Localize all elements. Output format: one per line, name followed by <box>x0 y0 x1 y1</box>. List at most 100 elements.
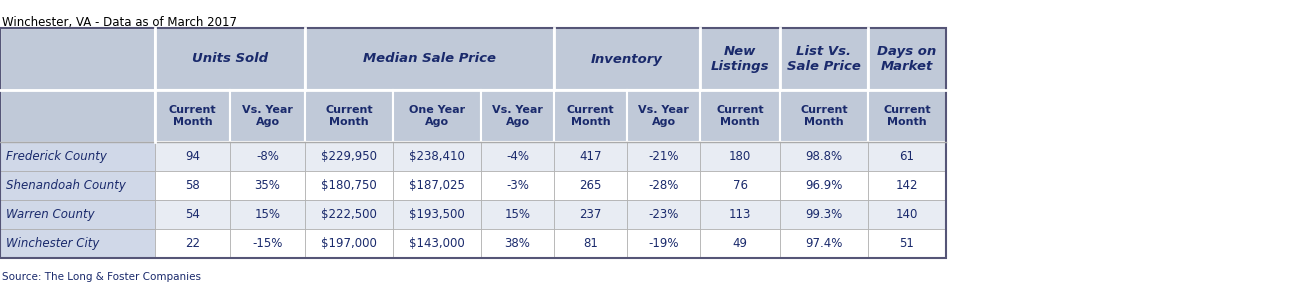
Text: -21%: -21% <box>648 150 679 163</box>
Text: Vs. Year
Ago: Vs. Year Ago <box>492 105 543 127</box>
Text: 15%: 15% <box>254 208 280 221</box>
Bar <box>627 200 700 229</box>
Bar <box>393 90 480 142</box>
Text: 35%: 35% <box>254 179 280 192</box>
Text: $222,500: $222,500 <box>321 208 377 221</box>
Bar <box>393 200 480 229</box>
Text: Units Sold: Units Sold <box>192 52 268 66</box>
Text: -28%: -28% <box>648 179 678 192</box>
Text: -23%: -23% <box>648 208 678 221</box>
Text: 81: 81 <box>583 237 598 250</box>
Text: -3%: -3% <box>507 179 529 192</box>
Text: $193,500: $193,500 <box>410 208 465 221</box>
Bar <box>154 142 230 171</box>
Bar <box>305 171 393 200</box>
Text: 142: 142 <box>895 179 918 192</box>
Text: Source: The Long & Foster Companies: Source: The Long & Foster Companies <box>3 272 202 282</box>
Bar <box>780 142 868 171</box>
Bar <box>0 90 154 142</box>
Bar <box>480 90 554 142</box>
Bar <box>554 90 627 142</box>
Text: 140: 140 <box>895 208 918 221</box>
Bar <box>554 171 627 200</box>
Text: Winchester, VA - Data as of March 2017: Winchester, VA - Data as of March 2017 <box>3 16 237 29</box>
Bar <box>627 90 700 142</box>
Bar <box>868 171 946 200</box>
Bar <box>627 229 700 258</box>
Bar <box>627 171 700 200</box>
Text: 96.9%: 96.9% <box>805 179 843 192</box>
Bar <box>480 229 554 258</box>
Bar <box>868 142 946 171</box>
Text: Frederick County: Frederick County <box>7 150 107 163</box>
Bar <box>868 90 946 142</box>
Bar <box>868 229 946 258</box>
Bar <box>480 142 554 171</box>
Text: 76: 76 <box>733 179 747 192</box>
Bar <box>0 200 154 229</box>
Bar <box>305 90 393 142</box>
Bar <box>780 28 868 90</box>
Text: -8%: -8% <box>257 150 279 163</box>
Bar <box>154 229 230 258</box>
Text: Current
Month: Current Month <box>567 105 614 127</box>
Bar <box>230 171 305 200</box>
Text: Days on
Market: Days on Market <box>877 45 937 73</box>
Text: New
Listings: New Listings <box>711 45 770 73</box>
Text: 61: 61 <box>899 150 915 163</box>
Bar <box>780 200 868 229</box>
Text: -4%: -4% <box>507 150 529 163</box>
Text: $180,750: $180,750 <box>321 179 377 192</box>
Bar <box>700 28 780 90</box>
Bar <box>230 90 305 142</box>
Bar <box>480 171 554 200</box>
Bar <box>554 28 700 90</box>
Text: 49: 49 <box>733 237 747 250</box>
Text: $197,000: $197,000 <box>321 237 377 250</box>
Bar <box>780 229 868 258</box>
Text: Current
Month: Current Month <box>716 105 764 127</box>
Bar <box>154 90 230 142</box>
Text: 51: 51 <box>899 237 915 250</box>
Bar <box>868 28 946 90</box>
Text: $238,410: $238,410 <box>408 150 465 163</box>
Bar <box>554 200 627 229</box>
Bar <box>230 229 305 258</box>
Bar <box>305 229 393 258</box>
Text: Winchester City: Winchester City <box>7 237 99 250</box>
Bar <box>700 90 780 142</box>
Bar <box>554 229 627 258</box>
Text: Median Sale Price: Median Sale Price <box>363 52 496 66</box>
Text: 417: 417 <box>580 150 602 163</box>
Text: 15%: 15% <box>504 208 530 221</box>
Text: Inventory: Inventory <box>592 52 662 66</box>
Text: List Vs.
Sale Price: List Vs. Sale Price <box>787 45 861 73</box>
Text: Shenandoah County: Shenandoah County <box>7 179 126 192</box>
Bar <box>627 142 700 171</box>
Bar <box>0 142 154 171</box>
Bar <box>700 229 780 258</box>
Bar <box>393 171 480 200</box>
Bar <box>393 142 480 171</box>
Text: 180: 180 <box>729 150 751 163</box>
Bar <box>0 229 154 258</box>
Text: -19%: -19% <box>648 237 679 250</box>
Bar <box>305 28 554 90</box>
Bar <box>305 200 393 229</box>
Bar <box>780 171 868 200</box>
Text: $229,950: $229,950 <box>321 150 377 163</box>
Bar <box>480 200 554 229</box>
Bar <box>230 200 305 229</box>
Bar <box>0 171 154 200</box>
Text: 58: 58 <box>185 179 200 192</box>
Bar <box>554 142 627 171</box>
Text: 38%: 38% <box>504 237 530 250</box>
Text: Vs. Year
Ago: Vs. Year Ago <box>242 105 293 127</box>
Text: 237: 237 <box>580 208 602 221</box>
Bar <box>0 28 154 90</box>
Bar <box>154 200 230 229</box>
Text: Current
Month: Current Month <box>169 105 216 127</box>
Bar <box>868 200 946 229</box>
Text: 54: 54 <box>185 208 200 221</box>
Text: Current
Month: Current Month <box>800 105 848 127</box>
